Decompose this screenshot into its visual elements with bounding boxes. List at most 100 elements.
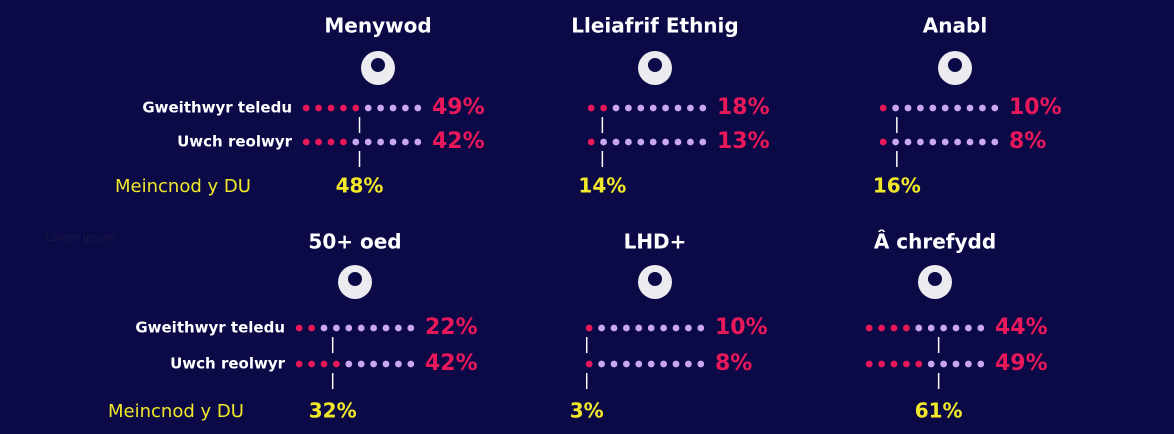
dot	[585, 360, 593, 368]
dot	[352, 104, 360, 112]
dot	[979, 138, 986, 146]
dot	[929, 138, 937, 146]
dot	[637, 138, 645, 146]
dot-bar	[879, 104, 999, 112]
row-label: Gweithwyr teledu	[142, 99, 292, 117]
dot	[389, 104, 397, 112]
dot	[402, 138, 409, 146]
value-label: 10%	[1009, 95, 1062, 120]
dot	[357, 360, 365, 368]
benchmark-value: 16%	[873, 174, 921, 198]
dot	[685, 360, 692, 368]
dot	[623, 360, 630, 368]
dot	[699, 104, 707, 112]
dot	[600, 138, 607, 146]
dot	[308, 360, 315, 368]
dot	[699, 138, 707, 146]
benchmark-value: 14%	[578, 174, 626, 198]
icon-shape	[648, 58, 662, 72]
dot-bar	[865, 360, 985, 368]
benchmark-label: Meincnod y DU	[115, 176, 251, 197]
icon	[361, 51, 395, 85]
dot	[672, 360, 680, 368]
dot	[377, 104, 384, 112]
value-label: 42%	[432, 129, 485, 154]
dot	[865, 324, 873, 332]
dot	[364, 138, 372, 146]
dot	[940, 324, 947, 332]
dot	[697, 324, 705, 332]
dot	[904, 104, 912, 112]
value-label: 49%	[432, 95, 485, 120]
dot	[952, 324, 960, 332]
dot	[357, 324, 365, 332]
dot	[929, 104, 937, 112]
note: Lorem ipsum	[45, 231, 116, 244]
dot	[320, 360, 328, 368]
icon	[918, 265, 952, 299]
dot	[954, 104, 961, 112]
icon-shape	[948, 58, 962, 72]
icon-shape	[371, 58, 385, 72]
dot	[302, 138, 310, 146]
row-label: Gweithwyr teledu	[135, 319, 285, 337]
icon	[638, 265, 672, 299]
dot	[940, 360, 947, 368]
benchmark-value: 61%	[915, 399, 963, 423]
dot	[927, 360, 935, 368]
panel-title: Anabl	[923, 14, 987, 38]
dot	[340, 138, 347, 146]
dot	[587, 104, 595, 112]
dot	[598, 360, 605, 368]
benchmark-value: 32%	[309, 399, 357, 423]
dot	[345, 360, 353, 368]
dot	[954, 138, 961, 146]
dot-bar	[865, 324, 985, 332]
dot	[903, 360, 910, 368]
dot	[295, 324, 303, 332]
dot	[647, 360, 655, 368]
dot	[697, 360, 705, 368]
dot	[612, 138, 620, 146]
dot	[327, 138, 335, 146]
dot-bar	[302, 138, 422, 146]
dot	[660, 324, 667, 332]
value-label: 8%	[1009, 129, 1046, 154]
dot	[903, 324, 910, 332]
dot	[352, 138, 360, 146]
panel-title: LHD+	[624, 230, 687, 254]
dot	[295, 360, 303, 368]
dot-bar	[295, 324, 415, 332]
icon-shape	[348, 272, 362, 286]
dot	[382, 360, 390, 368]
dot	[600, 104, 607, 112]
dot	[623, 324, 630, 332]
dot	[647, 324, 655, 332]
dot	[407, 360, 415, 368]
dot	[649, 104, 657, 112]
value-label: 10%	[715, 315, 768, 340]
dot	[315, 138, 322, 146]
dot	[587, 138, 595, 146]
value-label: 13%	[717, 129, 770, 154]
dot	[878, 324, 885, 332]
icon	[338, 265, 372, 299]
row-label: Uwch reolwyr	[170, 355, 285, 373]
dot	[327, 104, 335, 112]
dot-bar	[302, 104, 422, 112]
dot	[610, 360, 618, 368]
dot	[395, 360, 402, 368]
dot	[382, 324, 390, 332]
dot	[941, 138, 949, 146]
icon-shape	[928, 272, 942, 286]
dot	[879, 104, 887, 112]
dot	[389, 138, 397, 146]
dot	[610, 324, 618, 332]
dot	[687, 104, 694, 112]
dot	[625, 138, 632, 146]
value-label: 8%	[715, 351, 752, 376]
icon-shape	[648, 272, 662, 286]
dot	[660, 360, 667, 368]
dot	[965, 360, 972, 368]
dot	[598, 324, 605, 332]
